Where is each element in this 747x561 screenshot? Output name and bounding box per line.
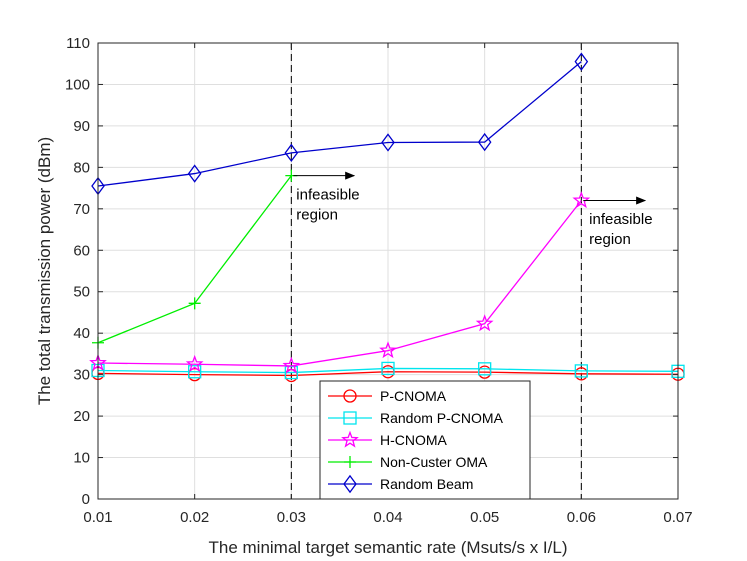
y-tick-label: 110 bbox=[66, 35, 90, 52]
data-point-square bbox=[188, 365, 202, 379]
infeasible-boundaries bbox=[290, 43, 582, 499]
data-point-square bbox=[343, 411, 357, 425]
y-tick-label: 30 bbox=[73, 367, 90, 384]
data-point-star bbox=[185, 354, 204, 372]
series-line bbox=[97, 200, 582, 367]
y-axis-ticks: 0 10 20 30 40 50 60 70 80 90 100 110 bbox=[65, 35, 678, 508]
y-tick-label: 50 bbox=[73, 284, 90, 301]
y-tick-label: 90 bbox=[73, 118, 90, 135]
legend-entry: Random Beam bbox=[328, 474, 473, 494]
data-point-circle bbox=[343, 389, 357, 403]
data-point-diamond bbox=[343, 474, 357, 494]
y-tick-label: 80 bbox=[73, 159, 90, 176]
legend-entry: Non-Custer OMA bbox=[328, 454, 488, 470]
x-tick-label: 0.03 bbox=[277, 509, 306, 526]
y-tick-label: 70 bbox=[73, 201, 90, 218]
annotation-text-line2: region bbox=[296, 206, 338, 223]
legend-entry: H-CNOMA bbox=[328, 430, 448, 448]
annotations: infeasible region infeasible region bbox=[293, 171, 653, 248]
y-tick-label: 100 bbox=[65, 76, 90, 93]
legend-label: Random Beam bbox=[380, 476, 473, 492]
data-point-plus bbox=[188, 297, 201, 310]
legend: P-CNOMA Random P-CNOMA H-CNOMA Non-Custer O… bbox=[319, 380, 531, 500]
legend-entry: Random P-CNOMA bbox=[328, 410, 504, 426]
data-point-star bbox=[282, 356, 301, 374]
y-tick-label: 10 bbox=[73, 450, 90, 467]
infeasible-annotation: infeasible region bbox=[293, 171, 360, 223]
x-tick-label: 0.04 bbox=[373, 509, 402, 526]
x-tick-label: 0.06 bbox=[567, 509, 596, 526]
data-point-diamond bbox=[574, 52, 589, 71]
x-tick-label: 0.01 bbox=[83, 509, 112, 526]
legend-entry: P-CNOMA bbox=[328, 388, 447, 404]
y-tick-label: 20 bbox=[73, 408, 90, 425]
x-tick-label: 0.02 bbox=[180, 509, 209, 526]
data-point-diamond bbox=[381, 133, 395, 152]
data-point-star bbox=[475, 314, 494, 332]
legend-label: H-CNOMA bbox=[380, 432, 448, 448]
annotation-text-line2: region bbox=[589, 231, 631, 248]
data-point-star bbox=[379, 341, 397, 359]
x-tick-label: 0.07 bbox=[663, 509, 692, 526]
legend-label: P-CNOMA bbox=[380, 388, 447, 404]
data-point-star bbox=[341, 430, 359, 448]
series-line bbox=[97, 61, 582, 187]
annotation-text-line1: infeasible bbox=[296, 186, 359, 203]
x-axis-ticks: 0.01 0.02 0.03 0.04 0.05 0.06 0.07 bbox=[83, 43, 693, 526]
infeasible-annotation: infeasible region bbox=[583, 196, 653, 248]
y-tick-label: 40 bbox=[73, 325, 90, 342]
series-line bbox=[97, 371, 679, 377]
data-point-plus bbox=[344, 456, 356, 468]
y-axis-label: The total transmission power (dBm) bbox=[35, 137, 54, 405]
x-axis-label: The minimal target semantic rate (Msuts/… bbox=[209, 538, 568, 557]
data-point-diamond bbox=[284, 143, 299, 163]
y-tick-label: 0 bbox=[82, 491, 90, 508]
data-point-square bbox=[381, 361, 395, 376]
y-tick-label: 60 bbox=[73, 242, 90, 259]
data-point-star bbox=[572, 191, 591, 209]
annotation-text-line1: infeasible bbox=[589, 211, 652, 228]
series-line bbox=[97, 367, 679, 374]
data-point-diamond bbox=[187, 164, 202, 183]
legend-label: Non-Custer OMA bbox=[380, 454, 488, 470]
data-point-square bbox=[574, 364, 588, 378]
legend-label: Random P-CNOMA bbox=[380, 410, 504, 426]
x-tick-label: 0.05 bbox=[470, 509, 499, 526]
data-point-diamond bbox=[477, 132, 492, 152]
data-point-square bbox=[478, 362, 492, 376]
